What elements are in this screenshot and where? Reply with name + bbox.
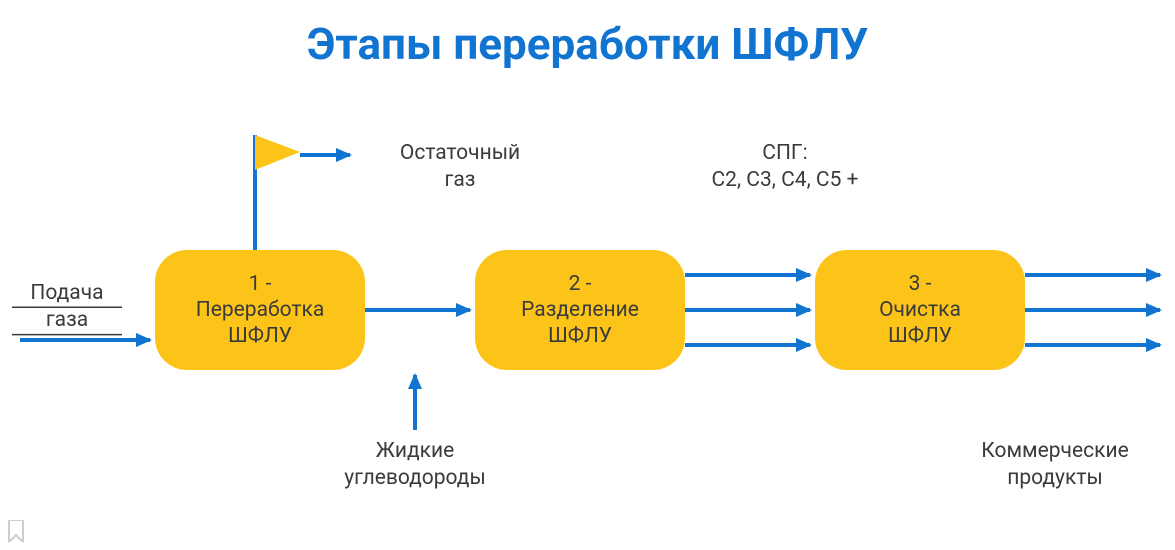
flow-label-l_spg: СПГ: C2, C3, C4, C5 + bbox=[655, 140, 915, 195]
flow-node-n2: 2 - Разделение ШФЛУ bbox=[475, 250, 685, 370]
flow-node-n1: 1 - Переработка ШФЛУ bbox=[155, 250, 365, 370]
flag-icon bbox=[255, 135, 300, 170]
flow-label-l_feed: Подача газа bbox=[12, 280, 122, 335]
bookmark-icon bbox=[8, 520, 24, 546]
flow-node-n3: 3 - Очистка ШФЛУ bbox=[815, 250, 1025, 370]
flow-label-l_resid: Остаточный газ bbox=[350, 140, 570, 195]
diagram-title: Этапы переработки ШФЛУ bbox=[0, 18, 1175, 70]
flow-label-l_liq: Жидкие углеводороды bbox=[290, 438, 540, 493]
flow-label-l_comm: Коммерческие продукты bbox=[940, 438, 1170, 493]
